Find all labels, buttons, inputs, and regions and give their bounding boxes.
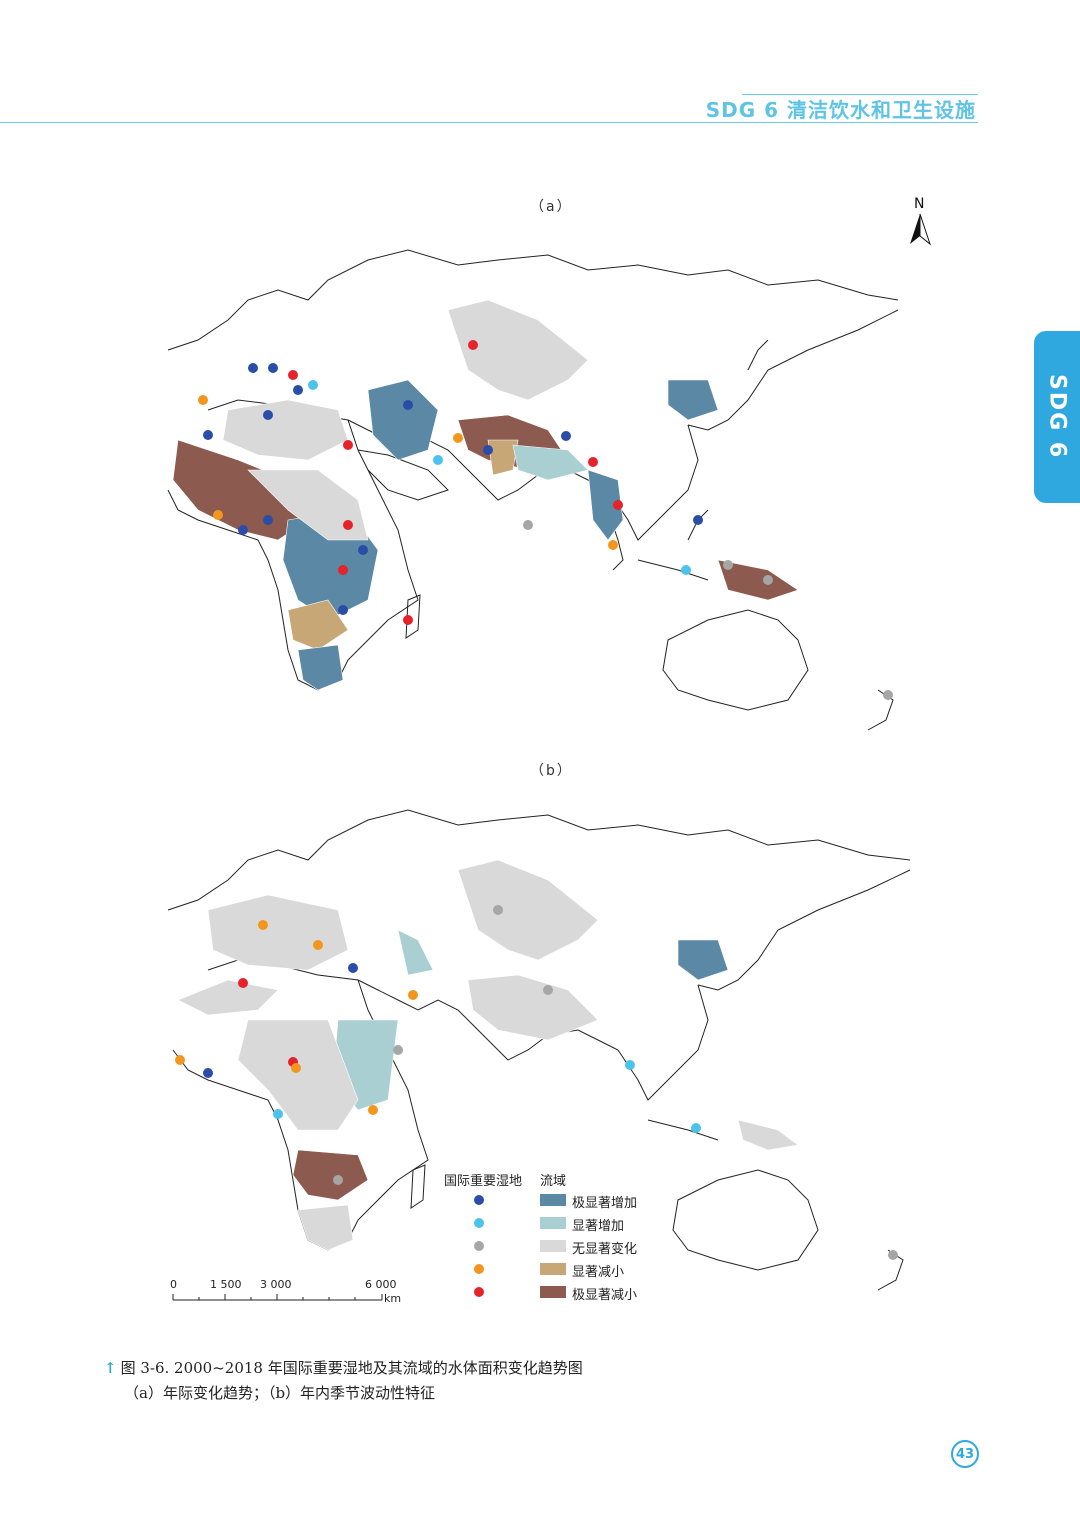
side-tab-label: SDG 6 bbox=[1044, 374, 1070, 460]
legend: 国际重要湿地 流域 极显著增加 显著增加 无显著变化 显著减小 极显著减小 bbox=[444, 1170, 654, 1310]
legend-dot bbox=[474, 1218, 484, 1228]
legend-label: 无显著变化 bbox=[572, 1242, 638, 1257]
north-label: N bbox=[914, 196, 925, 212]
caption-line1: 图 3-6. 2000~2018 年国际重要湿地及其流域的水体面积变化趋势图 bbox=[120, 1359, 583, 1377]
map-a bbox=[167, 249, 899, 731]
up-arrow-icon: ↑ bbox=[104, 1359, 117, 1377]
legend-label: 显著增加 bbox=[572, 1219, 625, 1234]
legend-swatch bbox=[540, 1263, 566, 1275]
figure-caption: ↑ 图 3-6. 2000~2018 年国际重要湿地及其流域的水体面积变化趋势图 … bbox=[104, 1356, 583, 1406]
scale-bar: 0 1 500 3 000 6 000 km bbox=[170, 1278, 410, 1308]
panel-a-label: （a） bbox=[530, 199, 573, 215]
legend-dot bbox=[474, 1287, 484, 1297]
legend-dot bbox=[474, 1241, 484, 1251]
scale-tick-label: 3 000 bbox=[260, 1278, 292, 1291]
scale-tick-label: 1 500 bbox=[210, 1278, 242, 1291]
scale-unit: km bbox=[384, 1292, 402, 1305]
map-b bbox=[167, 809, 911, 1291]
legend-swatch bbox=[540, 1217, 566, 1229]
legend-dot bbox=[474, 1195, 484, 1205]
legend-wetlands-title: 国际重要湿地 bbox=[444, 1174, 523, 1189]
scale-tick-label: 0 bbox=[170, 1278, 177, 1291]
panel-b-label: （b） bbox=[530, 763, 573, 779]
side-tab: SDG 6 bbox=[1034, 331, 1080, 503]
legend-swatch bbox=[540, 1286, 566, 1298]
scale-tick-label: 6 000 bbox=[365, 1278, 397, 1291]
page-number: 43 bbox=[951, 1440, 979, 1468]
legend-label: 显著减小 bbox=[572, 1265, 625, 1280]
legend-swatch bbox=[540, 1240, 566, 1252]
header-title: SDG 6 清洁饮水和卫生设施 bbox=[705, 98, 976, 122]
legend-basins-title: 流域 bbox=[540, 1174, 567, 1189]
legend-label: 极显著减小 bbox=[572, 1288, 638, 1303]
caption-line2: （a）年际变化趋势；（b）年内季节波动性特征 bbox=[124, 1384, 436, 1402]
legend-label: 极显著增加 bbox=[572, 1196, 638, 1211]
header-rule bbox=[0, 122, 978, 123]
north-arrow: N bbox=[906, 196, 936, 250]
legend-dot bbox=[474, 1264, 484, 1274]
legend-swatch bbox=[540, 1194, 566, 1206]
scale-bar-line bbox=[172, 1294, 383, 1301]
north-arrow-icon bbox=[910, 213, 932, 246]
header-rule-top bbox=[742, 94, 978, 95]
